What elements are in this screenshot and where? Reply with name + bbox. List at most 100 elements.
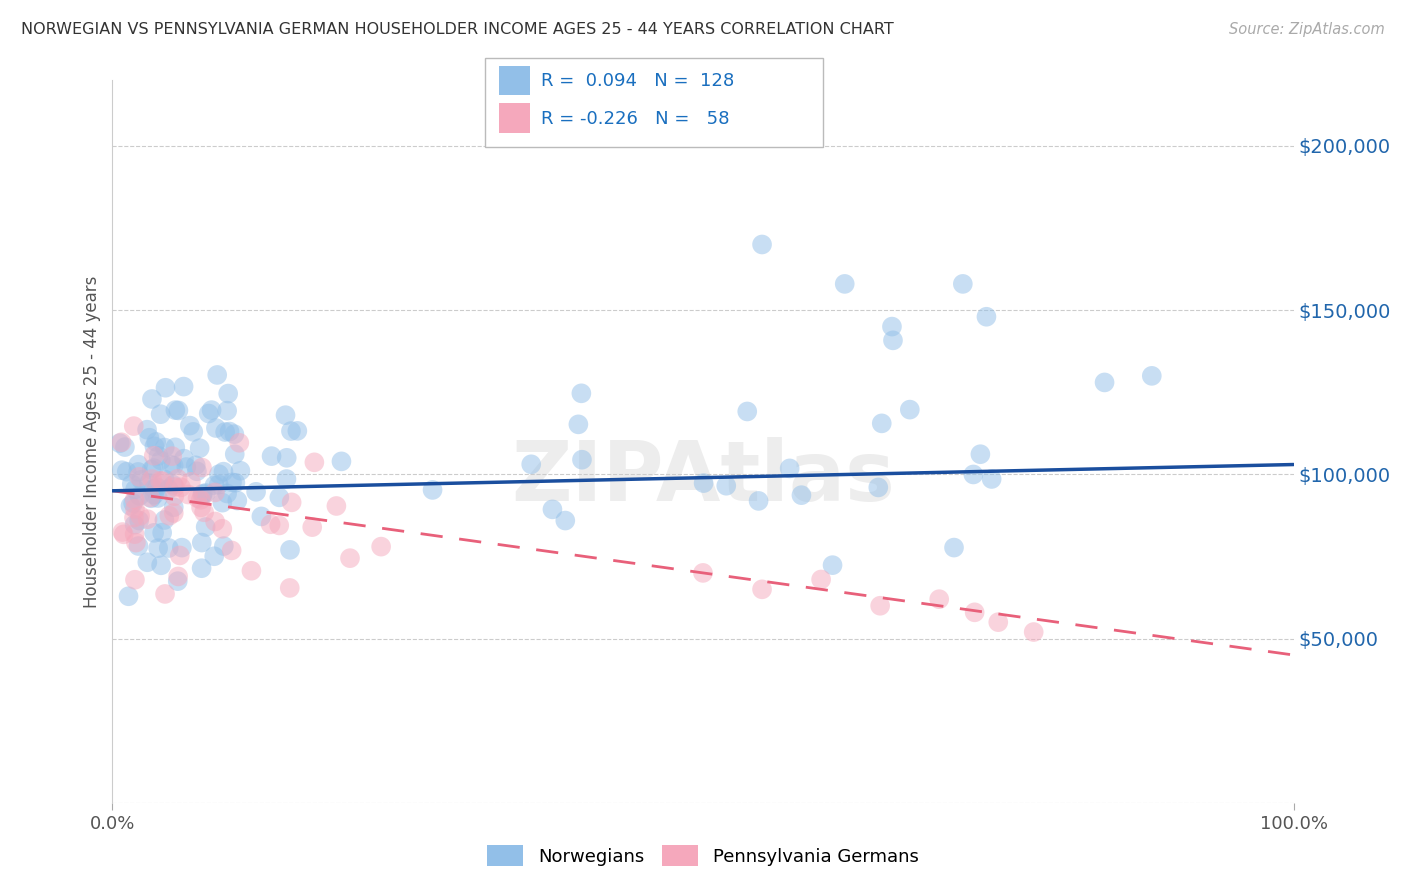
Point bbox=[191, 535, 214, 549]
Point bbox=[187, 491, 209, 505]
Point bbox=[280, 495, 302, 509]
Point bbox=[160, 449, 183, 463]
Point bbox=[136, 555, 159, 569]
Point bbox=[114, 440, 136, 454]
Point bbox=[898, 402, 921, 417]
Point bbox=[194, 520, 217, 534]
Point bbox=[194, 486, 217, 500]
Point bbox=[136, 512, 159, 526]
Point bbox=[928, 592, 950, 607]
Point bbox=[166, 574, 188, 589]
Point bbox=[127, 458, 149, 472]
Point bbox=[952, 277, 974, 291]
Point bbox=[129, 508, 152, 523]
Point bbox=[790, 488, 813, 502]
Point bbox=[173, 379, 195, 393]
Point bbox=[259, 517, 281, 532]
Point bbox=[146, 541, 169, 556]
Point bbox=[870, 417, 893, 431]
Point bbox=[735, 404, 758, 418]
Point bbox=[167, 569, 190, 583]
Point bbox=[121, 477, 143, 491]
Point bbox=[208, 467, 231, 482]
Point bbox=[141, 463, 163, 477]
Point bbox=[217, 386, 239, 401]
Point bbox=[200, 403, 222, 417]
Point bbox=[173, 451, 195, 466]
Point bbox=[980, 472, 1002, 486]
Point bbox=[197, 407, 219, 421]
Point bbox=[240, 564, 263, 578]
Point bbox=[692, 566, 714, 580]
Point bbox=[250, 509, 273, 524]
Point bbox=[260, 449, 283, 463]
Point bbox=[880, 319, 903, 334]
Point bbox=[141, 392, 163, 406]
Point bbox=[146, 491, 169, 505]
Point bbox=[567, 417, 589, 432]
Point bbox=[162, 478, 184, 492]
Point bbox=[138, 475, 160, 490]
Point bbox=[301, 520, 323, 534]
Point bbox=[330, 454, 353, 468]
Point bbox=[155, 381, 177, 395]
Text: Source: ZipAtlas.com: Source: ZipAtlas.com bbox=[1229, 22, 1385, 37]
Point bbox=[149, 407, 172, 421]
Point bbox=[141, 472, 163, 486]
Point bbox=[810, 573, 832, 587]
Point bbox=[108, 436, 131, 450]
Point bbox=[128, 470, 150, 484]
Point bbox=[122, 510, 145, 524]
Point bbox=[124, 527, 146, 541]
Point bbox=[208, 477, 231, 491]
Point bbox=[122, 496, 145, 510]
Point bbox=[205, 421, 228, 435]
Point bbox=[276, 472, 298, 486]
Point bbox=[190, 500, 212, 515]
Point bbox=[110, 435, 132, 450]
Point bbox=[325, 499, 347, 513]
Point bbox=[153, 587, 176, 601]
Point bbox=[212, 539, 235, 553]
Point bbox=[751, 582, 773, 597]
Point bbox=[1022, 625, 1045, 640]
Point bbox=[157, 541, 180, 555]
Point bbox=[127, 539, 149, 553]
Point bbox=[124, 492, 146, 507]
Point bbox=[285, 424, 308, 438]
Point bbox=[882, 334, 904, 348]
Point bbox=[163, 489, 186, 503]
Point bbox=[191, 486, 214, 500]
Text: ZIPAtlas: ZIPAtlas bbox=[510, 437, 896, 518]
Point bbox=[204, 515, 226, 529]
Point bbox=[160, 458, 183, 472]
Point bbox=[541, 502, 564, 516]
Point bbox=[987, 615, 1010, 630]
Point bbox=[157, 508, 180, 523]
Point bbox=[127, 465, 149, 479]
Point bbox=[153, 513, 176, 527]
Point bbox=[139, 491, 162, 505]
Point bbox=[170, 480, 193, 494]
Point bbox=[962, 467, 984, 482]
Point bbox=[157, 482, 180, 496]
Point bbox=[181, 425, 204, 439]
Point bbox=[217, 403, 239, 417]
Point bbox=[190, 492, 212, 507]
Point bbox=[976, 310, 998, 324]
Point bbox=[191, 460, 214, 475]
Point bbox=[751, 237, 773, 252]
Point bbox=[143, 525, 166, 540]
Text: NORWEGIAN VS PENNSYLVANIA GERMAN HOUSEHOLDER INCOME AGES 25 - 44 YEARS CORRELATI: NORWEGIAN VS PENNSYLVANIA GERMAN HOUSEHO… bbox=[21, 22, 894, 37]
Point bbox=[149, 474, 172, 488]
Point bbox=[145, 434, 167, 449]
Point bbox=[166, 472, 188, 486]
Point bbox=[193, 505, 215, 519]
Point bbox=[969, 447, 991, 461]
Point bbox=[1140, 368, 1163, 383]
Point bbox=[179, 418, 201, 433]
Point bbox=[221, 475, 243, 490]
Point bbox=[184, 458, 207, 473]
Point bbox=[202, 549, 225, 564]
Point bbox=[278, 542, 301, 557]
